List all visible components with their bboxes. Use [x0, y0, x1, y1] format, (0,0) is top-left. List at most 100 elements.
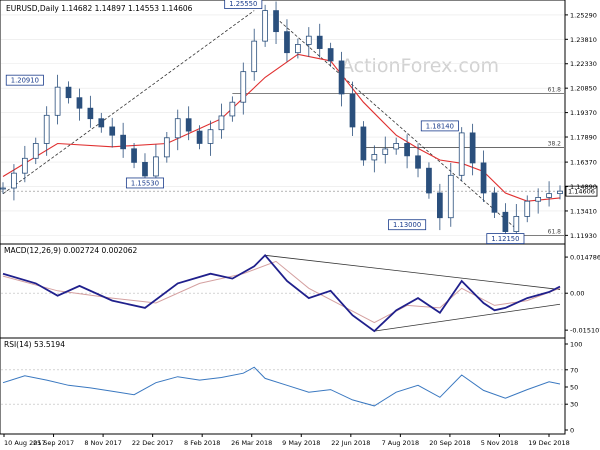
rsi-y-axis: 100 70 50 30 0 [565, 341, 582, 435]
main-y-tick-label: 1.20850 [570, 85, 597, 93]
candle [120, 122, 126, 158]
x-tick-label: 22 Jun 2018 [331, 439, 370, 447]
candle [469, 123, 476, 176]
candle [131, 143, 137, 169]
candle [262, 4, 268, 47]
x-tick-label: 8 Nov 2017 [84, 439, 122, 447]
candle-body [185, 118, 192, 132]
x-tick-label: 8 Feb 2018 [184, 439, 220, 447]
candle [491, 187, 498, 219]
candle-body [426, 167, 432, 194]
candle [426, 162, 432, 199]
candle-body [109, 126, 116, 136]
fib-level-label: 61.8 [548, 228, 562, 235]
moving-average-line [2, 53, 561, 202]
candle-body [43, 114, 50, 144]
fib-level-label: 61.8 [548, 87, 562, 94]
candle [404, 134, 410, 169]
main-panel [0, 0, 566, 245]
annotation-label: 1.12150 [491, 235, 519, 243]
x-tick-label: 5 Nov 2018 [481, 439, 519, 447]
price-annotations: 1.25550 1.20910 1.15530 1.18140 1.13000 1.121… [5, 0, 598, 244]
annotation-box [5, 74, 44, 86]
candle [360, 121, 367, 166]
candle [557, 185, 563, 200]
fib-level-label: 38.2 [548, 141, 562, 148]
candle [382, 136, 389, 164]
candle-body [120, 134, 126, 150]
candle [251, 28, 258, 81]
candle [295, 38, 301, 59]
candle-body [458, 132, 465, 176]
annotation-label: 1.15530 [131, 179, 159, 187]
candle-body [480, 162, 487, 194]
main-y-tick-label: 1.22330 [570, 60, 597, 68]
x-tick-label: 25 Sep 2017 [33, 439, 74, 447]
candle [458, 127, 465, 182]
candle [480, 150, 487, 203]
candle-body [360, 126, 367, 161]
x-tick-label: 9 May 2018 [282, 439, 320, 447]
main-y-tick-label: 1.16370 [570, 159, 597, 167]
main-y-tick-label: 1.17890 [570, 134, 597, 142]
macd-y-axis: 0.014786 0.00 -0.015107 [565, 254, 600, 335]
trendline-rising [2, 10, 255, 195]
candle [207, 120, 214, 156]
candle-body [251, 40, 258, 73]
annotation-label: 1.13000 [393, 221, 421, 229]
macd-trendlines [265, 254, 561, 332]
candle-body [87, 107, 94, 120]
candle-body [447, 174, 454, 219]
candle [447, 162, 454, 227]
candle-body [404, 143, 410, 157]
macd-trendline-upper [265, 254, 561, 290]
x-tick-label: 20 Sep 2018 [429, 439, 470, 447]
candle-body [316, 35, 323, 49]
candle-body [371, 154, 378, 161]
rsi-grid [1, 369, 564, 405]
macd-line [2, 253, 561, 333]
rsi-y-tick-label: 0 [570, 427, 574, 435]
candle-body [513, 215, 520, 232]
rsi-y-tick-label: 70 [570, 366, 578, 374]
candle-body [11, 172, 17, 189]
candle-body [174, 118, 181, 139]
main-y-tick-label: 1.19370 [570, 109, 597, 117]
rsi-y-tick-label: 100 [570, 341, 582, 349]
candle-body [54, 86, 61, 116]
candle-body [469, 132, 476, 164]
candle [174, 109, 181, 151]
candle-body [305, 35, 312, 45]
candle-body [382, 148, 389, 155]
candle [524, 195, 531, 223]
last-price-tag-label: 1.14606 [568, 188, 595, 196]
price-trendlines [1, 10, 564, 230]
candle-body [415, 155, 421, 169]
candle [87, 95, 94, 128]
macd-y-tick-label: 0.00 [570, 290, 584, 298]
candle [415, 143, 421, 178]
x-tick-label: 22 Dec 2017 [132, 439, 174, 447]
candle-body [273, 10, 279, 33]
candle [218, 103, 225, 139]
macd-title: MACD(12,26,9) 0.002724 0.002062 [4, 246, 138, 255]
candle-body [229, 101, 236, 117]
annotation-label: 1.18140 [426, 122, 454, 130]
macd-trendline-lower [374, 303, 561, 332]
macd-path [2, 253, 561, 333]
candle-body [546, 193, 552, 198]
main-y-tick-label: 1.11930 [570, 232, 597, 240]
candle-body [284, 31, 290, 54]
main-y-tick-label: 1.13410 [570, 207, 597, 215]
candlesticks [0, 1, 563, 244]
rsi-title: RSI(14) 53.5194 [4, 340, 65, 349]
candle-body [21, 157, 28, 174]
rsi-path [2, 366, 561, 407]
candle [240, 62, 247, 115]
watermark: ActionForex.com [341, 55, 499, 77]
candle [109, 117, 116, 148]
candle [371, 145, 378, 173]
candle-body [437, 192, 443, 219]
candle-body [218, 115, 225, 131]
